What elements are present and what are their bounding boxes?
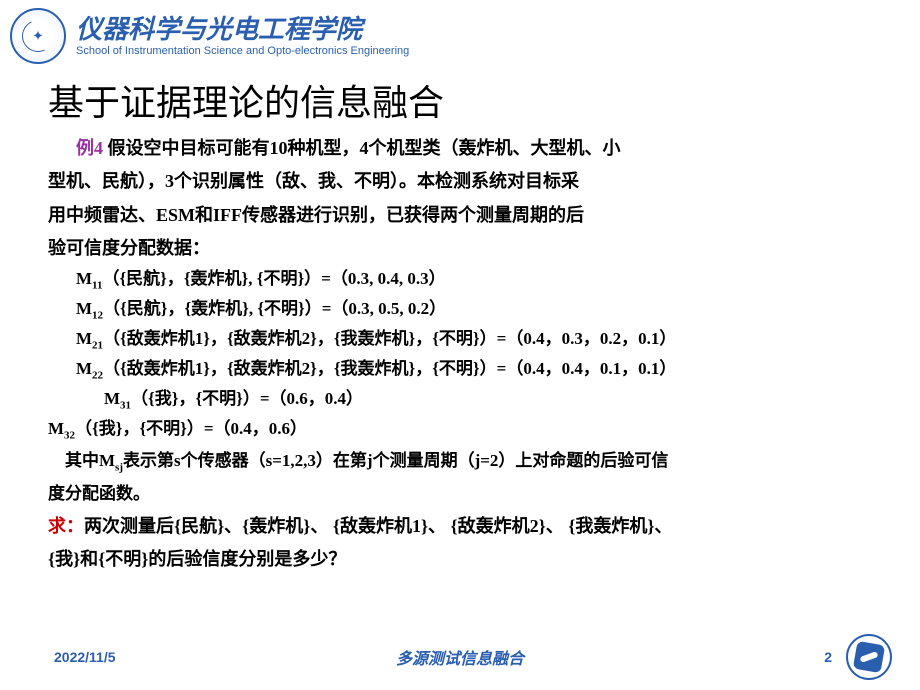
question-block: 求：两次测量后{民航}、{轰炸机}、 {敌轰炸机1}、 {敌轰炸机2}、 {我轰…	[48, 511, 872, 542]
slide-header: 仪器科学与光电工程学院 School of Instrumentation Sc…	[0, 0, 920, 68]
problem-line-4: 验可信度分配数据：	[48, 232, 872, 265]
formula-m22: M22（{敌轰炸机1}，{敌轰炸机2}，{我轰炸机}，{不明}）=（0.4，0.…	[48, 355, 872, 385]
example-label: 例4	[76, 138, 103, 158]
page-number: 2	[824, 649, 832, 665]
problem-line-1: 假设空中目标可能有10种机型，4个机型类（轰炸机、大型机、小	[108, 138, 621, 158]
formula-m21: M21（{敌轰炸机1}，{敌轰炸机2}，{我轰炸机}，{不明}）=（0.4，0.…	[48, 325, 872, 355]
formula-m31: M31（{我}，{不明}）=（0.6，0.4）	[48, 385, 872, 415]
formula-m12: M12（{民航}，{轰炸机}, {不明}）=（0.3, 0.5, 0.2）	[48, 295, 872, 325]
slide-footer: 2022/11/5 多源测试信息融合 2	[0, 634, 920, 680]
footer-right: 2	[824, 634, 892, 680]
school-title-block: 仪器科学与光电工程学院 School of Instrumentation Sc…	[76, 15, 409, 58]
slide-title: 基于证据理论的信息融合	[48, 74, 872, 126]
problem-statement: 例4 假设空中目标可能有10种机型，4个机型类（轰炸机、大型机、小	[48, 132, 872, 165]
school-name-cn: 仪器科学与光电工程学院	[76, 15, 409, 44]
slide-body: 基于证据理论的信息融合 例4 假设空中目标可能有10种机型，4个机型类（轰炸机、…	[0, 68, 920, 574]
note-line: 其中Msj表示第s个传感器（s=1,2,3）在第j个测量周期（j=2）上对命题的…	[48, 445, 872, 478]
problem-line-3: 用中频雷达、ESM和IFF传感器进行识别，已获得两个测量周期的后	[48, 199, 872, 232]
question-line-2: {我}和{不明}的后验信度分别是多少？	[48, 544, 872, 575]
footer-title: 多源测试信息融合	[396, 645, 524, 669]
question-line-1: 两次测量后{民航}、{轰炸机}、 {敌轰炸机1}、 {敌轰炸机2}、 {我轰炸机…	[84, 516, 672, 536]
footer-logo-icon	[846, 634, 892, 680]
school-name-en: School of Instrumentation Science and Op…	[76, 45, 409, 57]
university-logo-icon	[10, 8, 66, 64]
footer-date: 2022/11/5	[54, 649, 116, 665]
formula-m11: M11（{民航}，{轰炸机}, {不明}）=（0.3, 0.4, 0.3）	[48, 265, 872, 295]
question-label: 求：	[48, 516, 84, 536]
note-line-2: 度分配函数。	[48, 478, 872, 509]
problem-line-2: 型机、民航），3个识别属性（敌、我、不明）。本检测系统对目标采	[48, 165, 872, 198]
formula-m32: M32（{我}，{不明}）=（0.4，0.6）	[48, 415, 872, 445]
